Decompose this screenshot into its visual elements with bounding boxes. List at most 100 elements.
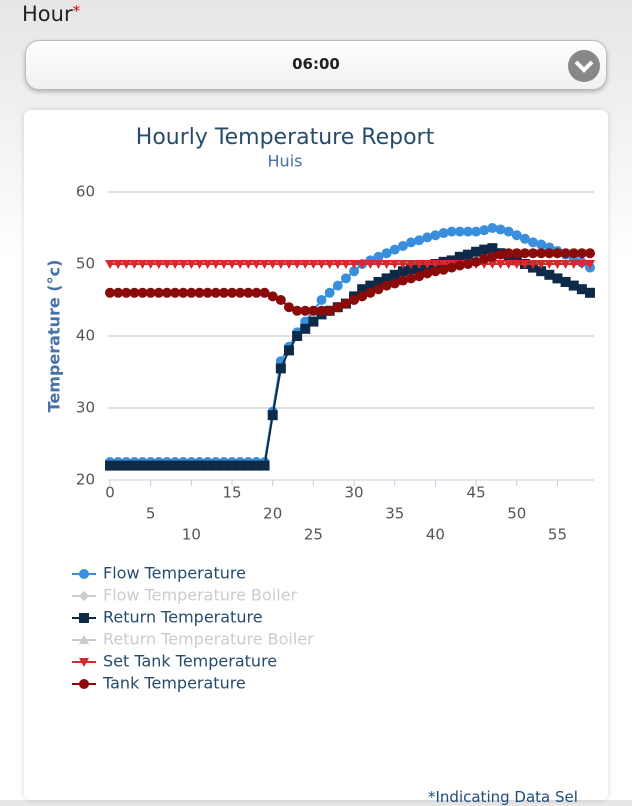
data-point <box>349 266 360 277</box>
data-point <box>503 260 514 269</box>
data-point <box>373 260 384 269</box>
x-tick-label: 50 <box>507 505 526 523</box>
data-point <box>153 460 164 471</box>
data-point <box>536 239 547 250</box>
data-point <box>373 284 384 295</box>
data-point <box>438 264 449 275</box>
hour-select[interactable]: 06:00 <box>25 40 607 90</box>
data-point <box>479 253 490 264</box>
data-point <box>552 273 563 284</box>
data-point <box>194 287 205 298</box>
data-point <box>178 287 189 298</box>
legend-symbol <box>79 591 89 601</box>
data-point <box>406 273 417 284</box>
x-tick-label: 25 <box>304 526 323 544</box>
data-point <box>560 277 571 287</box>
chart-title: Hourly Temperature Report <box>136 125 435 150</box>
data-point <box>202 287 213 298</box>
data-point <box>430 266 441 277</box>
data-point <box>332 280 343 291</box>
data-point <box>568 280 579 291</box>
data-point <box>462 249 473 260</box>
data-point <box>487 243 498 254</box>
x-tick-label: 15 <box>222 484 241 502</box>
data-point <box>332 302 343 313</box>
data-point <box>283 345 294 356</box>
data-point <box>161 260 172 269</box>
data-point <box>511 230 522 241</box>
data-point <box>283 260 294 269</box>
data-point <box>357 284 368 295</box>
data-point <box>397 241 408 251</box>
data-point <box>519 233 530 244</box>
data-point <box>381 280 392 291</box>
data-point <box>267 410 278 421</box>
legend-label: Return Temperature Boiler <box>103 630 314 649</box>
data-point <box>251 260 262 269</box>
data-point <box>251 287 262 298</box>
data-point <box>340 273 351 284</box>
data-point <box>544 248 555 259</box>
data-point <box>275 260 286 269</box>
data-point <box>137 287 148 298</box>
data-point <box>129 260 140 269</box>
data-point <box>552 260 563 269</box>
x-tick-label: 20 <box>263 505 282 523</box>
dropdown-icon <box>568 50 600 82</box>
data-point <box>292 260 303 269</box>
data-point <box>462 259 473 269</box>
data-point <box>210 460 221 471</box>
data-point <box>105 260 115 269</box>
data-point <box>487 223 498 233</box>
data-point <box>422 232 433 243</box>
data-point <box>243 460 254 471</box>
x-tick-label: 55 <box>548 526 567 544</box>
data-point <box>308 305 319 316</box>
x-tick-label: 45 <box>467 484 486 502</box>
data-point <box>316 260 327 269</box>
data-point <box>414 260 425 269</box>
data-point <box>324 287 335 298</box>
legend-label: Flow Temperature <box>103 564 246 583</box>
data-point <box>170 260 181 269</box>
data-point <box>170 460 181 471</box>
data-point <box>544 260 555 269</box>
data-point <box>462 226 473 237</box>
data-point <box>560 260 571 269</box>
data-point <box>186 460 197 471</box>
data-point <box>300 305 311 316</box>
data-point <box>308 316 319 327</box>
data-point <box>202 460 213 471</box>
data-point <box>536 248 547 259</box>
data-point <box>113 287 124 298</box>
data-point <box>218 460 229 471</box>
legend-label: Return Temperature <box>103 608 263 627</box>
data-point <box>145 260 156 269</box>
data-point <box>218 260 229 269</box>
data-point <box>292 331 303 341</box>
legend-symbol <box>79 679 89 689</box>
data-point <box>479 225 490 236</box>
data-point <box>365 280 376 291</box>
data-point <box>113 460 124 471</box>
data-point <box>349 295 360 305</box>
data-point <box>536 266 547 277</box>
legend-label: Set Tank Temperature <box>103 652 277 671</box>
data-point <box>585 248 595 259</box>
data-point <box>324 305 335 316</box>
x-tick-label: 10 <box>182 526 201 544</box>
data-point <box>161 287 172 298</box>
legend-label: Tank Temperature <box>102 674 246 693</box>
data-point <box>495 224 506 235</box>
data-point <box>137 260 148 269</box>
data-point <box>446 226 457 237</box>
data-point <box>308 260 319 269</box>
data-point <box>332 260 343 269</box>
y-tick-label: 30 <box>76 399 95 417</box>
data-point <box>121 460 132 471</box>
legend-symbol <box>79 613 89 623</box>
data-point <box>300 323 311 334</box>
data-point <box>511 260 522 269</box>
legend-symbol <box>79 569 89 579</box>
